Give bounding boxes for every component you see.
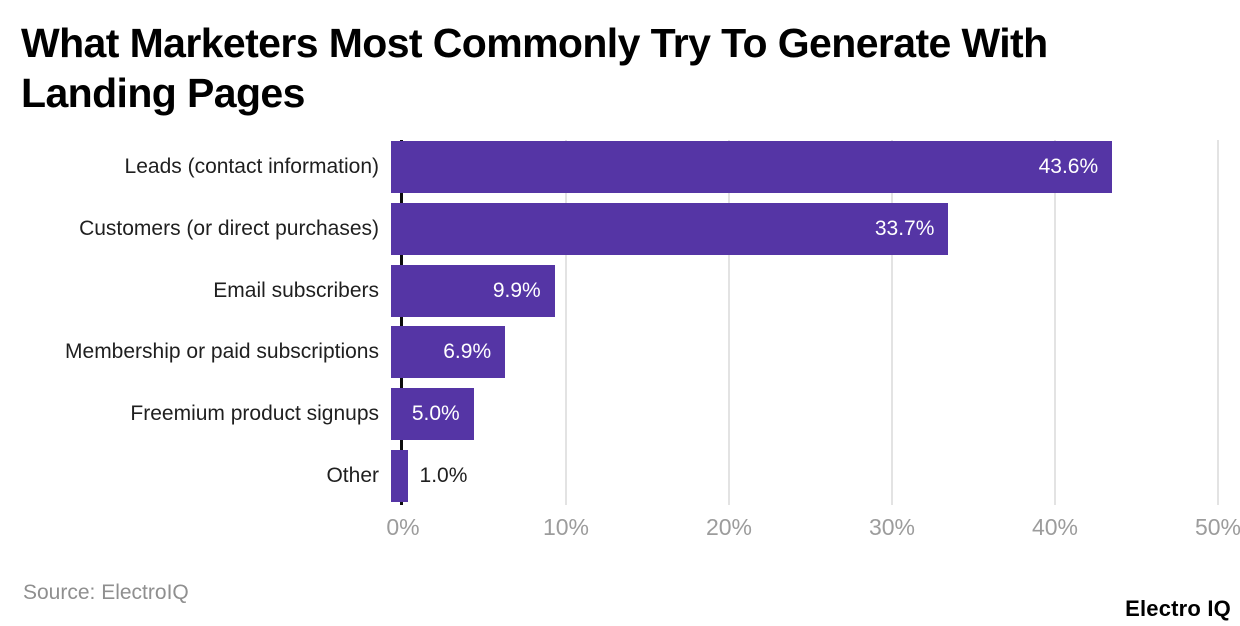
gridline-40pct (1054, 140, 1056, 505)
x-tick-label: 50% (1194, 514, 1240, 540)
bar-track: 9.9% (391, 264, 1218, 317)
bar-row-customers: Customers (or direct purchases) 33.7% (0, 202, 1218, 255)
value-label: 33.7% (874, 216, 935, 240)
bar-row-email-subscribers: Email subscribers 9.9% (0, 264, 1218, 317)
bar: 1.0% (391, 449, 467, 502)
bar-row-leads: Leads (contact information) 43.6% (0, 141, 1218, 193)
bar: 5.0% (391, 388, 474, 441)
gridline-50pct (1217, 140, 1219, 505)
value-label: 43.6% (1038, 155, 1099, 178)
y-axis-line (400, 140, 403, 505)
category-label: Membership or paid subscriptions (65, 340, 379, 364)
brand-logo: Electro IQ (1125, 596, 1231, 621)
value-label: 6.9% (443, 340, 492, 364)
gridline-20pct (728, 140, 730, 505)
page-title-line-2: Landing Pages (21, 70, 305, 117)
bar-row-membership: Membership or paid subscriptions 6.9% (0, 326, 1218, 379)
category-label: Freemium product signups (130, 402, 379, 426)
gridline-30pct (891, 140, 893, 505)
x-tick-label: 10% (542, 514, 590, 540)
category-label: Leads (contact information) (124, 155, 379, 178)
bar-track: 5.0% (391, 388, 1218, 441)
category-label: Other (326, 463, 379, 487)
bar: 9.9% (391, 264, 555, 317)
page-title-line-1: What Marketers Most Commonly Try To Gene… (21, 20, 1048, 66)
chart-gridlines (403, 140, 1219, 505)
bar-track: 1.0% (391, 449, 1218, 502)
bar-track: 6.9% (391, 326, 1218, 379)
x-tick-label: 30% (868, 514, 916, 540)
x-axis: 0% 10% 20% 30% 40% 50% (386, 514, 1240, 546)
bar-track: 43.6% (391, 141, 1218, 193)
bar: 33.7% (391, 202, 949, 255)
category-label: Customers (or direct purchases) (79, 216, 379, 240)
value-label: 9.9% (492, 278, 541, 302)
value-label: 5.0% (411, 402, 460, 426)
x-tick-label: 0% (386, 514, 420, 540)
bar: 43.6% (391, 141, 1113, 193)
x-tick-label: 20% (705, 514, 753, 540)
bar-chart: Leads (contact information) 43.6% Custom… (0, 141, 1218, 502)
category-label: Email subscribers (213, 278, 379, 302)
source-text: Source: ElectroIQ (23, 581, 189, 604)
bar-row-other: Other 1.0% (0, 449, 1218, 502)
gridline-10pct (565, 140, 567, 505)
bar-row-freemium: Freemium product signups 5.0% (0, 388, 1218, 441)
value-label: 1.0% (419, 463, 468, 487)
x-tick-label: 40% (1031, 514, 1079, 540)
bar-track: 33.7% (391, 202, 1218, 255)
page-title: What Marketers Most Commonly Try To Gene… (21, 18, 1181, 118)
bar: 6.9% (391, 326, 506, 379)
